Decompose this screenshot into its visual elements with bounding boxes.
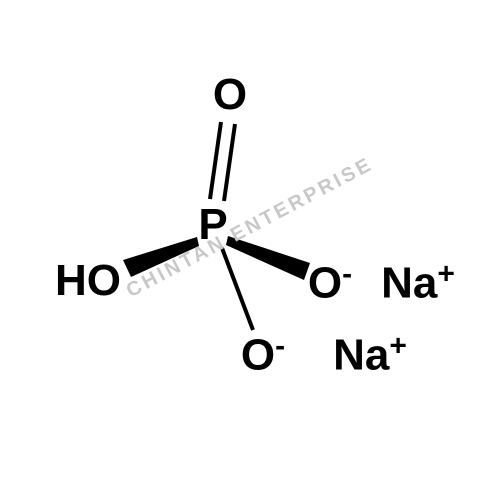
bonds-layer xyxy=(0,0,500,500)
atom-sodium-2: Na+ xyxy=(333,330,407,381)
atom-oxygen-top: O xyxy=(213,70,247,120)
atom-phosphorus: P xyxy=(198,200,227,250)
atom-hydroxyl: HO xyxy=(55,256,121,306)
atom-oxygen-right: O- xyxy=(308,258,352,309)
atom-oxygen-bottom: O- xyxy=(241,330,285,381)
chemical-structure-diagram: CHINTAN ENTERPRISE O P HO O- O- Na+ Na+ xyxy=(0,0,500,500)
atom-sodium-1: Na+ xyxy=(381,258,455,309)
